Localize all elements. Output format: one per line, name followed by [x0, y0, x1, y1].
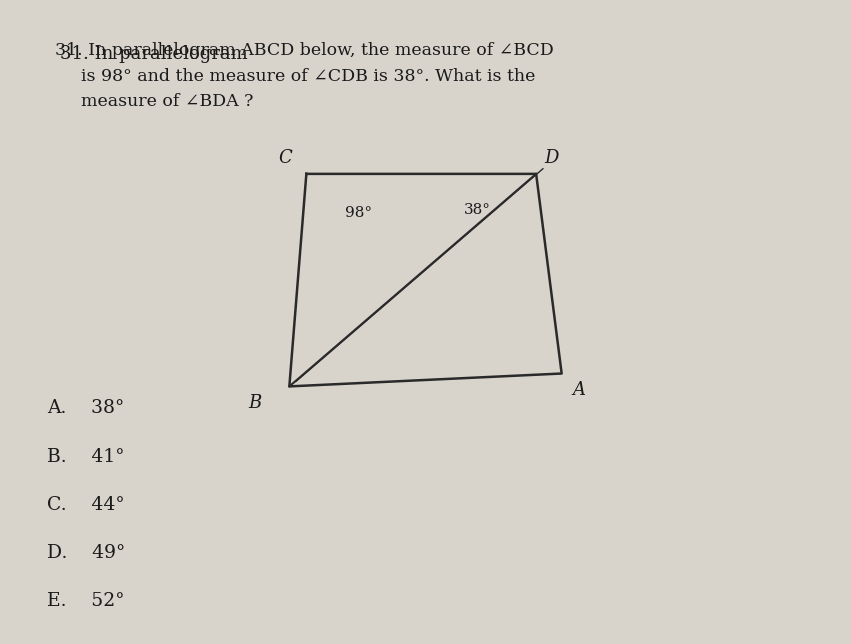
Text: measure of ∠BDA ?: measure of ∠BDA ? [81, 93, 254, 110]
Text: is 98° and the measure of ∠CDB is 38°. What is the: is 98° and the measure of ∠CDB is 38°. W… [81, 68, 535, 84]
Text: B.  41°: B. 41° [47, 448, 124, 466]
Text: 38°: 38° [464, 203, 491, 217]
Text: D: D [545, 149, 558, 167]
Text: C: C [278, 149, 292, 167]
Text: A.  38°: A. 38° [47, 399, 124, 417]
Text: C.  44°: C. 44° [47, 496, 124, 514]
Text: B: B [248, 393, 262, 412]
Text: 31. In parallelogram: 31. In parallelogram [60, 45, 253, 63]
Text: 98°: 98° [345, 206, 372, 220]
Text: D.  49°: D. 49° [47, 544, 125, 562]
Text: A: A [572, 381, 585, 399]
Text: E.  52°: E. 52° [47, 592, 124, 611]
Text: 31. In parallelogram ABCD below, the measure of ∠BCD: 31. In parallelogram ABCD below, the mea… [55, 42, 554, 59]
